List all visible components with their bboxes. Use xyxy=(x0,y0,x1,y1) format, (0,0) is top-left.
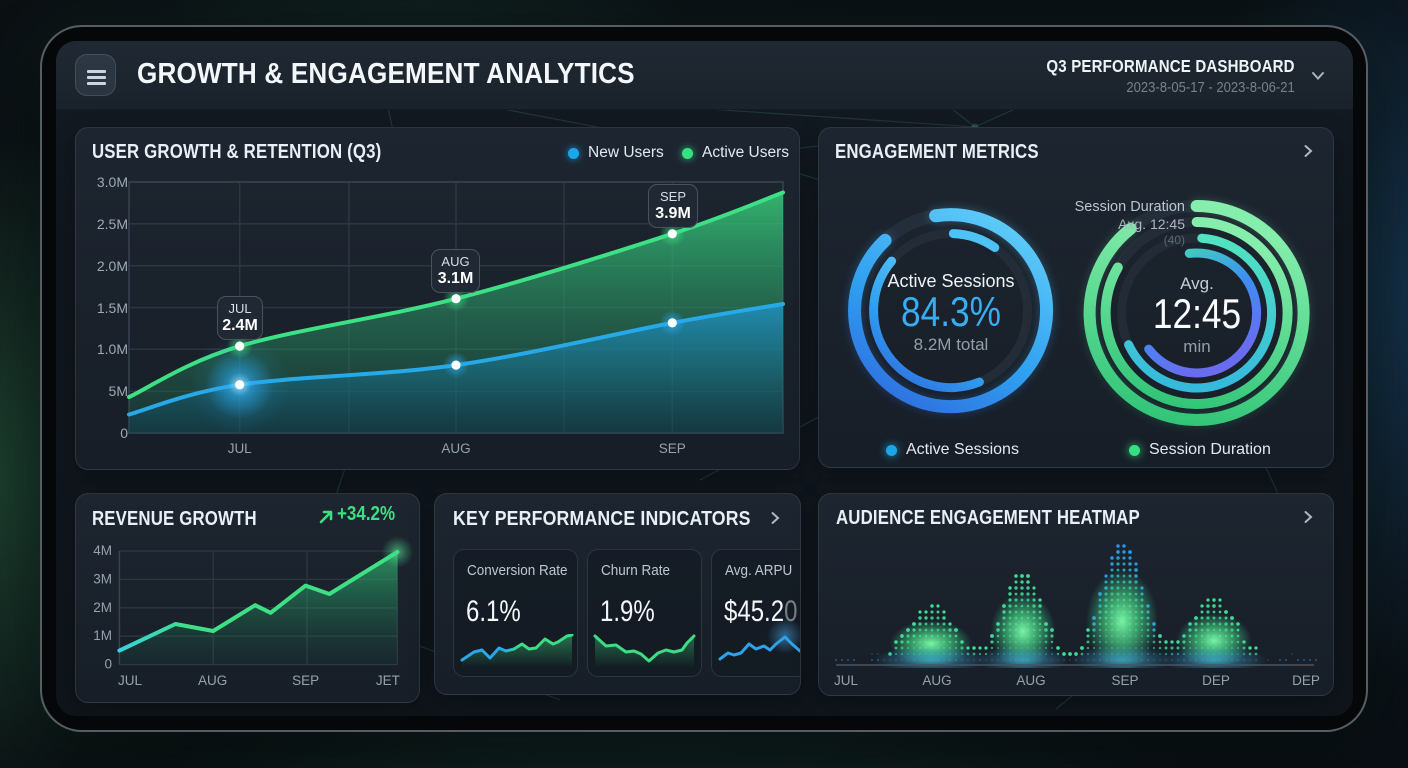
svg-text:JUL: JUL xyxy=(118,673,142,688)
svg-text:SEP: SEP xyxy=(292,673,319,688)
svg-text:SEP: SEP xyxy=(1111,673,1138,688)
svg-text:AUG: AUG xyxy=(198,673,227,688)
svg-text:4M: 4M xyxy=(93,543,112,558)
svg-text:JUL: JUL xyxy=(228,441,252,456)
svg-text:SEP: SEP xyxy=(659,441,686,456)
svg-text:1M: 1M xyxy=(93,628,112,643)
svg-text:2M: 2M xyxy=(93,600,112,615)
svg-text:DEP: DEP xyxy=(1292,673,1320,688)
svg-text:3M: 3M xyxy=(93,571,112,586)
svg-text:+34.2%: +34.2% xyxy=(337,502,395,525)
svg-text:0: 0 xyxy=(104,657,112,672)
svg-text:AUG: AUG xyxy=(922,673,951,688)
svg-text:DEP: DEP xyxy=(1202,673,1230,688)
svg-text:JET: JET xyxy=(376,673,400,688)
svg-text:JUL: JUL xyxy=(834,673,858,688)
svg-text:AUG: AUG xyxy=(441,441,470,456)
svg-text:AUG: AUG xyxy=(1016,673,1045,688)
